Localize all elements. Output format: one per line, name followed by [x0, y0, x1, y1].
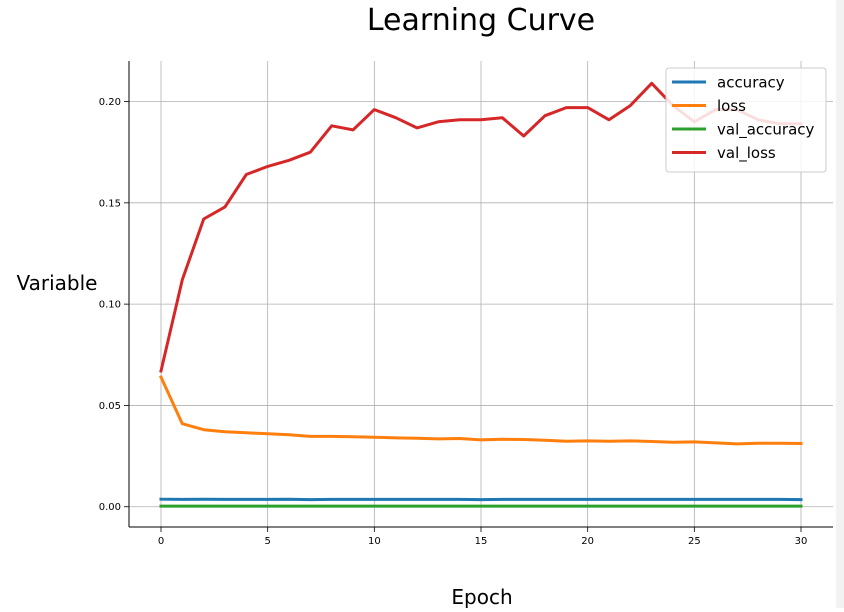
window-edge [836, 0, 844, 608]
x-axis-label: Epoch [451, 585, 512, 608]
x-tick-label: 20 [581, 536, 594, 547]
legend: accuracy loss val_accuracy val_loss [666, 68, 826, 172]
y-tick-label: 0.00 [99, 502, 121, 513]
y-tick-label: 0.20 [99, 97, 121, 108]
y-axis-label: Variable [17, 271, 98, 295]
x-tick-label: 15 [475, 536, 488, 547]
y-tick-label: 0.05 [99, 401, 121, 412]
y-tick-label: 0.10 [99, 300, 121, 311]
legend-label: val_accuracy [717, 121, 815, 140]
chart-title: Learning Curve [367, 3, 595, 38]
legend-label: loss [717, 97, 746, 115]
legend-label: accuracy [717, 74, 785, 92]
y-tick-label: 0.15 [99, 198, 121, 209]
x-tick-label: 25 [688, 536, 701, 547]
legend-label: val_loss [717, 144, 776, 163]
x-tick-label: 10 [368, 536, 381, 547]
x-tick-label: 5 [264, 536, 270, 547]
x-tick-label: 0 [158, 536, 164, 547]
x-tick-label: 30 [795, 536, 808, 547]
